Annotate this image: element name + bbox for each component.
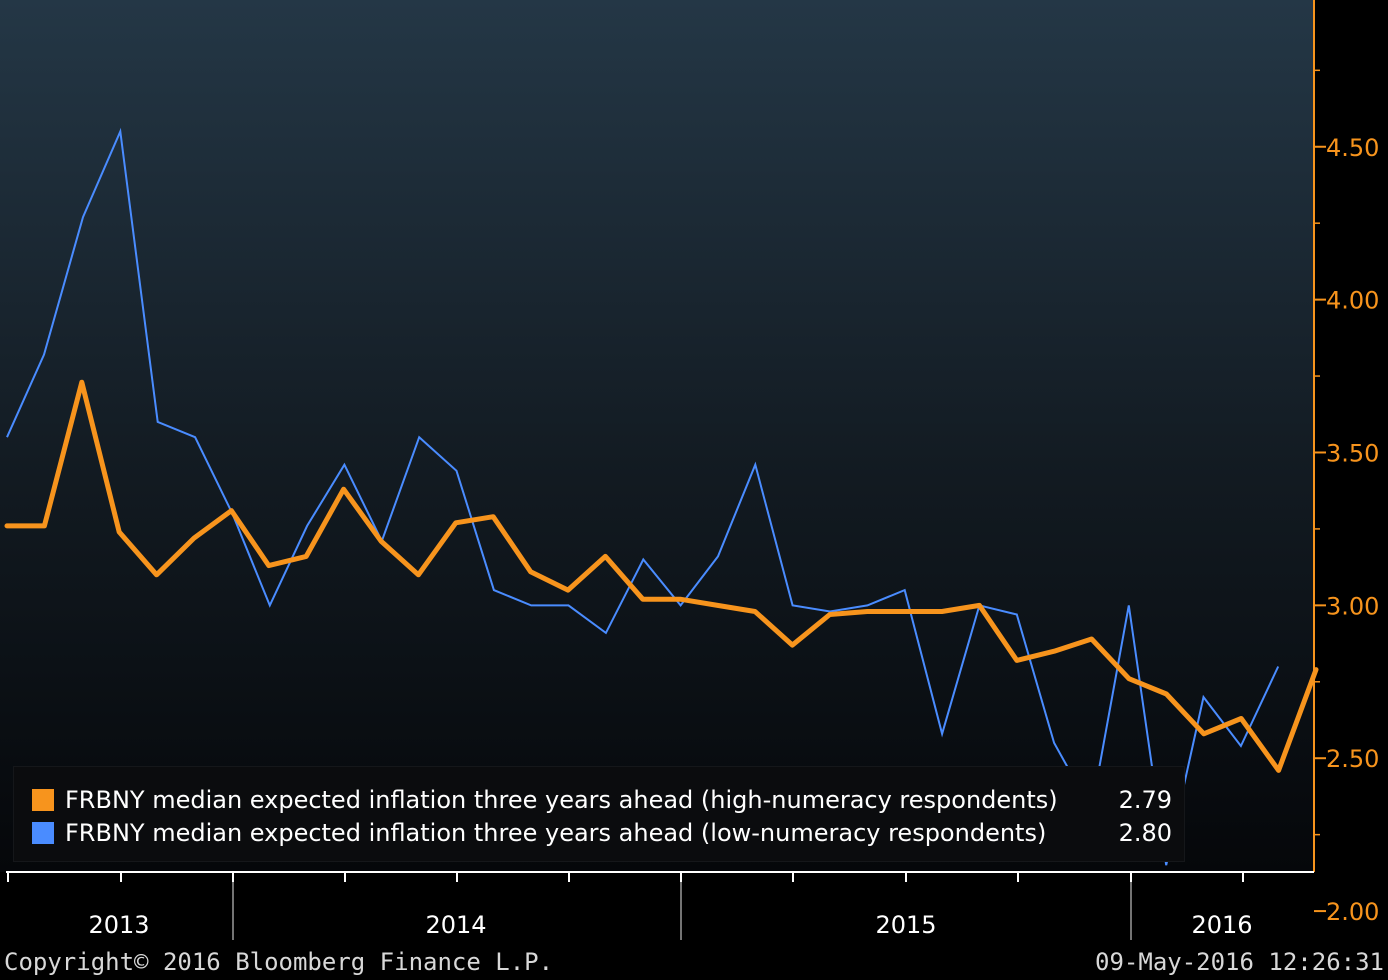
legend-label: FRBNY median expected inflation three ye… bbox=[65, 819, 1047, 847]
legend-item-low-numeracy: FRBNY median expected inflation three ye… bbox=[32, 818, 1172, 848]
y-tick-label: 2.00 bbox=[1326, 898, 1379, 926]
x-year-label: 2016 bbox=[1191, 911, 1252, 939]
x-year-label: 2014 bbox=[425, 911, 486, 939]
y-tick-label: 3.50 bbox=[1326, 439, 1379, 467]
series-line-high-numeracy bbox=[4, 379, 1319, 773]
y-tick-label: 3.00 bbox=[1326, 592, 1379, 620]
timestamp-text: 09-May-2016 12:26:31 bbox=[1095, 948, 1384, 976]
legend-swatch-blue bbox=[32, 822, 54, 844]
series-layer bbox=[4, 127, 1319, 866]
x-axis: 2013 2014 2015 2016 bbox=[6, 871, 1314, 939]
legend: FRBNY median expected inflation three ye… bbox=[13, 766, 1185, 862]
copyright-text: Copyright© 2016 Bloomberg Finance L.P. bbox=[4, 948, 554, 976]
x-grid bbox=[232, 872, 1132, 940]
legend-swatch-orange bbox=[32, 789, 54, 811]
y-tick-label: 2.50 bbox=[1326, 745, 1379, 773]
x-year-label: 2013 bbox=[88, 911, 149, 939]
series-line-low-numeracy bbox=[6, 127, 1280, 866]
legend-value: 2.79 bbox=[1118, 786, 1172, 814]
legend-value: 2.80 bbox=[1118, 819, 1172, 847]
legend-label: FRBNY median expected inflation three ye… bbox=[65, 786, 1058, 814]
y-tick-label: 4.00 bbox=[1326, 287, 1379, 315]
x-year-label: 2015 bbox=[875, 911, 936, 939]
y-axis: 4.50 4.00 3.50 3.00 2.50 2.00 bbox=[1313, 0, 1379, 926]
y-tick-label: 4.50 bbox=[1326, 134, 1379, 162]
legend-item-high-numeracy: FRBNY median expected inflation three ye… bbox=[32, 785, 1172, 815]
plot-background bbox=[0, 0, 1314, 872]
